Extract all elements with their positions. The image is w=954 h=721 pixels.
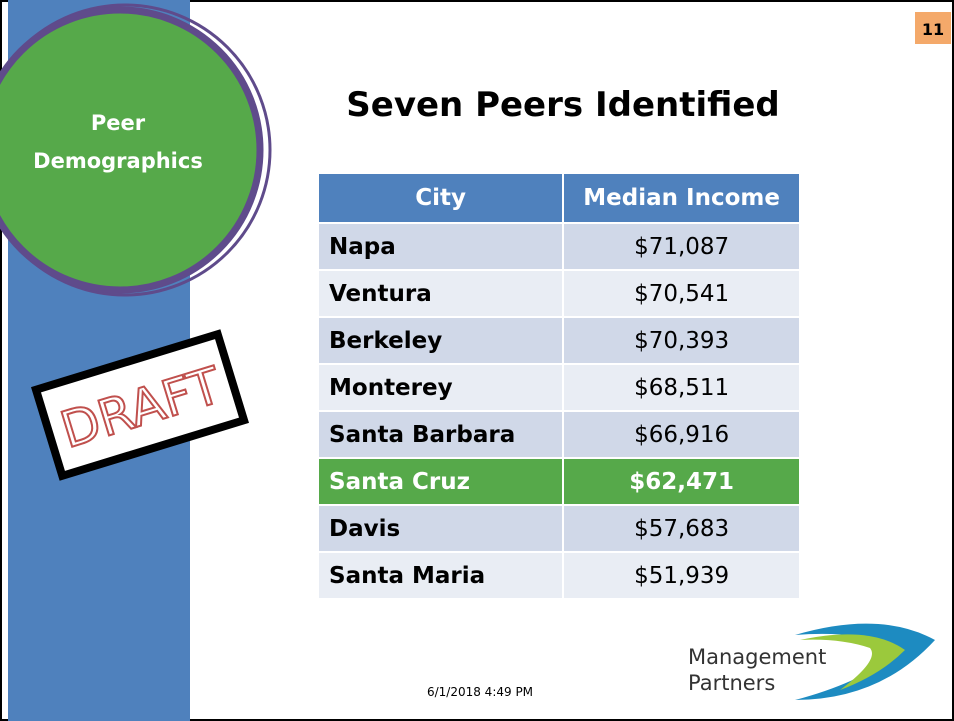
- logo-text: Management: [688, 645, 826, 669]
- city: Napa: [319, 224, 563, 269]
- row: Davis $57,683: [319, 506, 799, 551]
- date: 6/1/2018 4:49 PM: [427, 685, 533, 699]
- title: Seven Peers Identified: [346, 85, 779, 125]
- header-cell: Median Income: [562, 174, 799, 222]
- city: Monterey: [319, 365, 563, 410]
- row: Santa Cruz $62,471: [319, 459, 799, 504]
- row: Berkeley $70,393: [319, 318, 799, 363]
- stamp-box: [30, 329, 250, 481]
- row: Ventura $70,541: [319, 271, 799, 316]
- city: Santa Barbara: [319, 412, 563, 457]
- income: $68,511: [562, 365, 799, 410]
- row: Napa $71,087: [319, 224, 799, 269]
- page-badge: [915, 12, 951, 44]
- income: $51,939: [562, 553, 799, 598]
- income: $66,916: [562, 412, 799, 457]
- city: Santa Cruz: [319, 459, 563, 504]
- income: $71,087: [562, 224, 799, 269]
- row: Santa Maria $51,939: [319, 553, 799, 598]
- income: $57,683: [562, 506, 799, 551]
- row: Santa Barbara $66,916: [319, 412, 799, 457]
- page-number: 11: [922, 20, 944, 39]
- ring: [0, 3, 272, 297]
- city: Davis: [319, 506, 563, 551]
- income: $62,471: [562, 459, 799, 504]
- city: Ventura: [319, 271, 563, 316]
- peer-table: City Median Income Napa $71,087 Ventura $70,5…: [319, 172, 799, 600]
- city: Santa Maria: [319, 553, 563, 598]
- income: $70,393: [562, 318, 799, 363]
- city: Berkeley: [319, 318, 563, 363]
- circle: [0, 6, 264, 294]
- header-cell: City: [319, 174, 563, 222]
- logo-swoosh: [795, 623, 935, 700]
- logo-swoosh: [800, 634, 905, 690]
- logo-text: Partners: [688, 671, 775, 695]
- income: $70,541: [562, 271, 799, 316]
- section-line: Peer: [91, 111, 146, 135]
- section-line: Demographics: [33, 149, 203, 173]
- row: Monterey $68,511: [319, 365, 799, 410]
